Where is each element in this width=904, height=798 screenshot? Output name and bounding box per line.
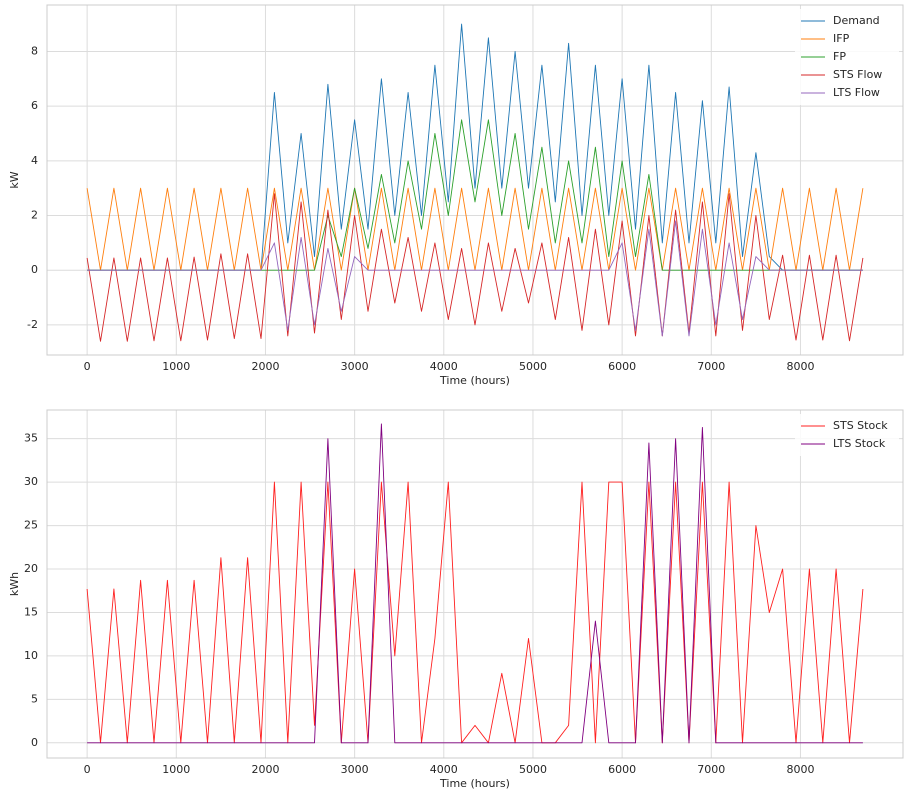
plot-frame	[46, 409, 904, 759]
x-tick-label: 6000	[608, 360, 636, 373]
x-tick-label: 5000	[519, 360, 547, 373]
y-tick-label: 25	[24, 519, 38, 532]
x-tick-label: 3000	[341, 763, 369, 776]
plot-frame	[46, 4, 904, 356]
legend-label: STS Flow	[833, 68, 882, 81]
y-tick-label: -2	[27, 318, 38, 331]
y-tick-label: 6	[31, 99, 38, 112]
series-line	[87, 423, 863, 744]
subplot: 0 1000 2000 3000 4000 5000 6000 7000 8000 0 5 10 15 2…	[8, 409, 904, 790]
x-tick-label: 1000	[162, 360, 190, 373]
legend: Demand IFP FP STS Flow LTS Flow	[795, 9, 899, 105]
y-axis-label: kW	[8, 171, 21, 188]
y-tick-label: 30	[24, 475, 38, 488]
subplot: 0 1000 2000 3000 4000 5000 6000 7000 8000 -2 0 2 4 6 8…	[8, 4, 904, 387]
x-tick-label: 4000	[430, 360, 458, 373]
x-tick-label: 0	[84, 360, 91, 373]
legend-label: FP	[833, 50, 846, 63]
x-tick-label: 3000	[341, 360, 369, 373]
x-tick-label: 0	[84, 763, 91, 776]
x-tick-label: 8000	[786, 763, 814, 776]
legend: STS Stock LTS Stock	[795, 414, 899, 456]
x-axis-label: Time (hours)	[439, 374, 510, 387]
x-tick-label: 2000	[251, 763, 279, 776]
x-tick-label: 5000	[519, 763, 547, 776]
legend-label: LTS Stock	[833, 437, 886, 450]
y-tick-label: 35	[24, 432, 38, 445]
series-line	[86, 481, 864, 744]
y-tick-label: 2	[31, 209, 38, 222]
y-axis-label: kWh	[8, 572, 21, 596]
x-tick-label: 1000	[162, 763, 190, 776]
x-tick-label: 8000	[786, 360, 814, 373]
x-tick-label: 6000	[608, 763, 636, 776]
y-tick-label: 0	[31, 736, 38, 749]
series-line	[86, 193, 864, 342]
legend-label: LTS Flow	[833, 86, 880, 99]
x-tick-label: 2000	[251, 360, 279, 373]
y-tick-label: 5	[31, 692, 38, 705]
legend-label: STS Stock	[833, 419, 888, 432]
series-line	[87, 23, 863, 271]
y-tick-label: 8	[31, 44, 38, 57]
y-tick-label: 15	[24, 605, 38, 618]
legend-label: IFP	[833, 32, 850, 45]
x-axis-label: Time (hours)	[439, 777, 510, 790]
legend-label: Demand	[833, 14, 880, 27]
y-tick-label: 4	[31, 154, 38, 167]
y-tick-label: 0	[31, 263, 38, 276]
legend-box	[795, 414, 899, 456]
series-line	[87, 220, 863, 337]
x-tick-label: 7000	[697, 360, 725, 373]
y-tick-label: 20	[24, 562, 38, 575]
y-tick-label: 10	[24, 649, 38, 662]
x-tick-label: 7000	[697, 763, 725, 776]
x-tick-label: 4000	[430, 763, 458, 776]
